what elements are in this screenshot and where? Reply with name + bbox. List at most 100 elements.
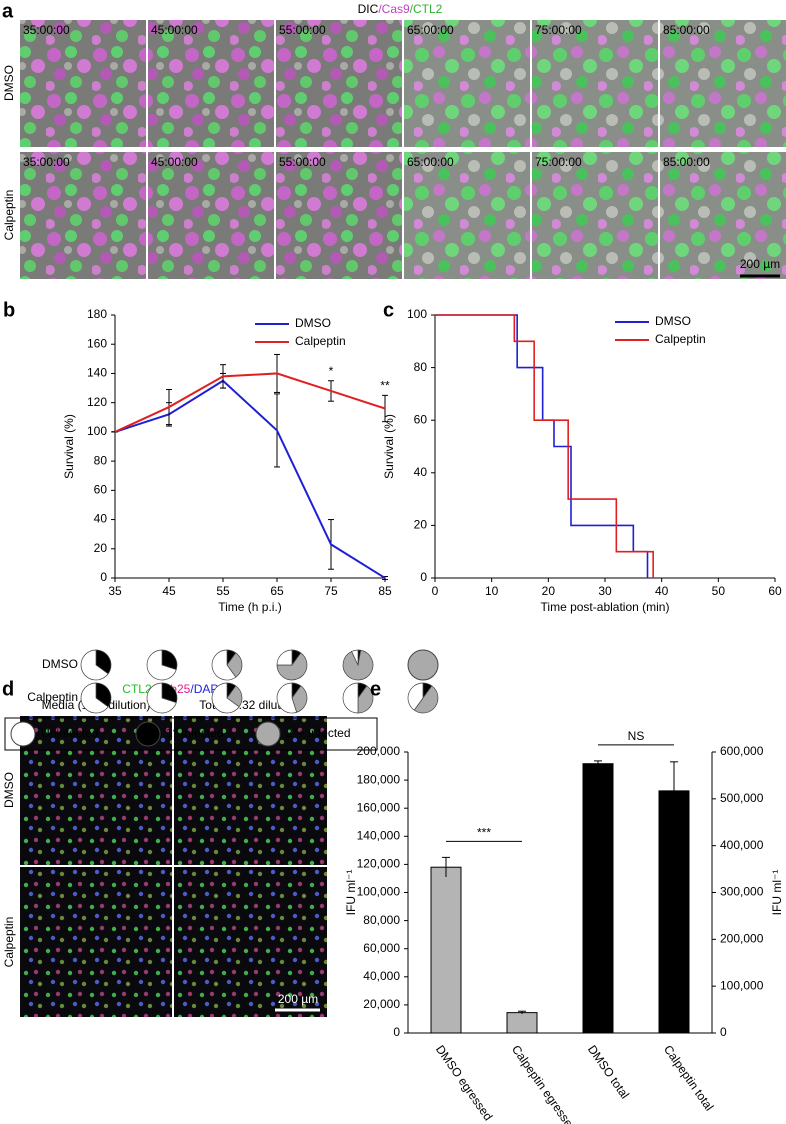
legend-swatch (135, 721, 161, 747)
pie-slice (291, 685, 308, 713)
pie-slice (276, 682, 298, 714)
annotation: ** (380, 379, 390, 393)
row-label: Calpeptin (2, 190, 16, 241)
image (276, 152, 402, 279)
x-axis-title: Time post-ablation (min) (541, 600, 670, 614)
panel-letter: a (2, 0, 14, 22)
y-tick-label: 0 (393, 1025, 400, 1039)
y-tick-label: 60 (94, 483, 108, 497)
row-label: DMSO (42, 657, 78, 671)
y-tick-label: 200,000 (357, 744, 401, 758)
legend-label: DMSO (655, 314, 691, 328)
y-tick-label: 160 (87, 336, 107, 350)
y-tick-label: 0 (100, 570, 107, 584)
image (660, 152, 786, 279)
annotation: NS (628, 729, 645, 743)
pie-slice (146, 682, 177, 714)
panel-letter: d (2, 678, 14, 700)
image (532, 152, 658, 279)
image-grid: 35:00:00 45:00:00 55:00:00 65:00:00 75:00:00… (20, 20, 786, 279)
bar (582, 763, 614, 1034)
timestamp: 85:00:00 (663, 155, 710, 169)
legend-swatch (255, 721, 281, 747)
x-axis-title: Time (h p.i.) (218, 600, 282, 614)
image (532, 20, 658, 147)
y-axis-title: Survival (%) (382, 414, 396, 479)
y-tick-label: 200,000 (720, 932, 764, 946)
pie-slice (276, 649, 293, 666)
y-tick-label: 60 (414, 412, 428, 426)
image (660, 20, 786, 147)
line (114, 379, 386, 579)
scale-label: 200 µm (278, 992, 318, 1006)
y2-axis-title: IFU ml⁻¹ (770, 870, 784, 916)
x-tick-label: Calpeptin egressed (509, 1043, 580, 1124)
legend-label: Uninfected (41, 726, 98, 740)
pie-slice (95, 682, 112, 708)
y-tick-label: 100,000 (357, 885, 401, 899)
y-tick-label: 80 (94, 453, 108, 467)
timestamp: 85:00:00 (663, 23, 710, 37)
pie-slice (276, 652, 308, 681)
title-part: DIC (358, 2, 379, 16)
image (20, 20, 146, 147)
image (404, 20, 530, 147)
pie-slice (146, 649, 177, 681)
annotation: *** (477, 826, 491, 840)
pie-slice (413, 685, 439, 714)
x-tick-label: 85 (378, 584, 392, 598)
legend-label: DMSO (295, 316, 331, 330)
bar (506, 1012, 538, 1034)
x-tick-label: 65 (270, 584, 284, 598)
pie-slice (95, 649, 112, 675)
timestamp: 45:00:00 (151, 155, 198, 169)
pie-slice (407, 649, 439, 681)
y-tick-label: 100 (87, 424, 107, 438)
x-tick-label: 20 (542, 584, 556, 598)
bar (658, 790, 690, 1034)
y-axis-title: Survival (%) (62, 414, 76, 479)
panel-letter: b (3, 299, 15, 321)
y-tick-label: 600,000 (720, 744, 764, 758)
x-tick-label: DMSO egressed (433, 1043, 495, 1124)
pie-slice (226, 652, 243, 678)
image (20, 152, 146, 279)
title-part: / (190, 682, 194, 696)
y-axis-title: IFU ml⁻¹ (344, 870, 358, 916)
y-tick-label: 40 (414, 465, 428, 479)
timestamp: 65:00:00 (407, 23, 454, 37)
title-part: / (410, 2, 414, 16)
timestamp: 65:00:00 (407, 155, 454, 169)
title-part: Cas9 (382, 2, 410, 16)
x-tick-label: 0 (432, 584, 439, 598)
pie-legend-box (4, 717, 378, 751)
x-tick-label: 30 (598, 584, 612, 598)
annotation: * (329, 364, 334, 378)
timestamp: 75:00:00 (535, 23, 582, 37)
timestamp: 55:00:00 (279, 155, 326, 169)
image (404, 152, 530, 279)
timestamp: 35:00:00 (23, 23, 70, 37)
pie-slice (80, 682, 109, 714)
y-tick-label: 0 (720, 1025, 727, 1039)
x-tick-label: Calpeptin total (661, 1043, 716, 1114)
image (174, 716, 327, 865)
pie-slice (357, 685, 374, 714)
legend-swatch (10, 721, 36, 747)
row-label: Calpeptin (27, 690, 78, 704)
x-tick-label: 50 (712, 584, 726, 598)
scale-label: 200 µm (740, 257, 780, 271)
pie-slice (407, 682, 424, 711)
line (114, 372, 386, 433)
title-part: / (378, 2, 382, 16)
row-label: Calpeptin (2, 917, 16, 968)
y-tick-label: 180,000 (357, 772, 401, 786)
title-part: CTL2 (122, 682, 152, 696)
bar (430, 866, 462, 1034)
y-tick-label: 20 (414, 518, 428, 532)
timestamp: 55:00:00 (279, 23, 326, 37)
y-tick-label: 180 (87, 307, 107, 321)
pie-slice (211, 682, 240, 714)
y-tick-label: 100 (407, 307, 427, 321)
